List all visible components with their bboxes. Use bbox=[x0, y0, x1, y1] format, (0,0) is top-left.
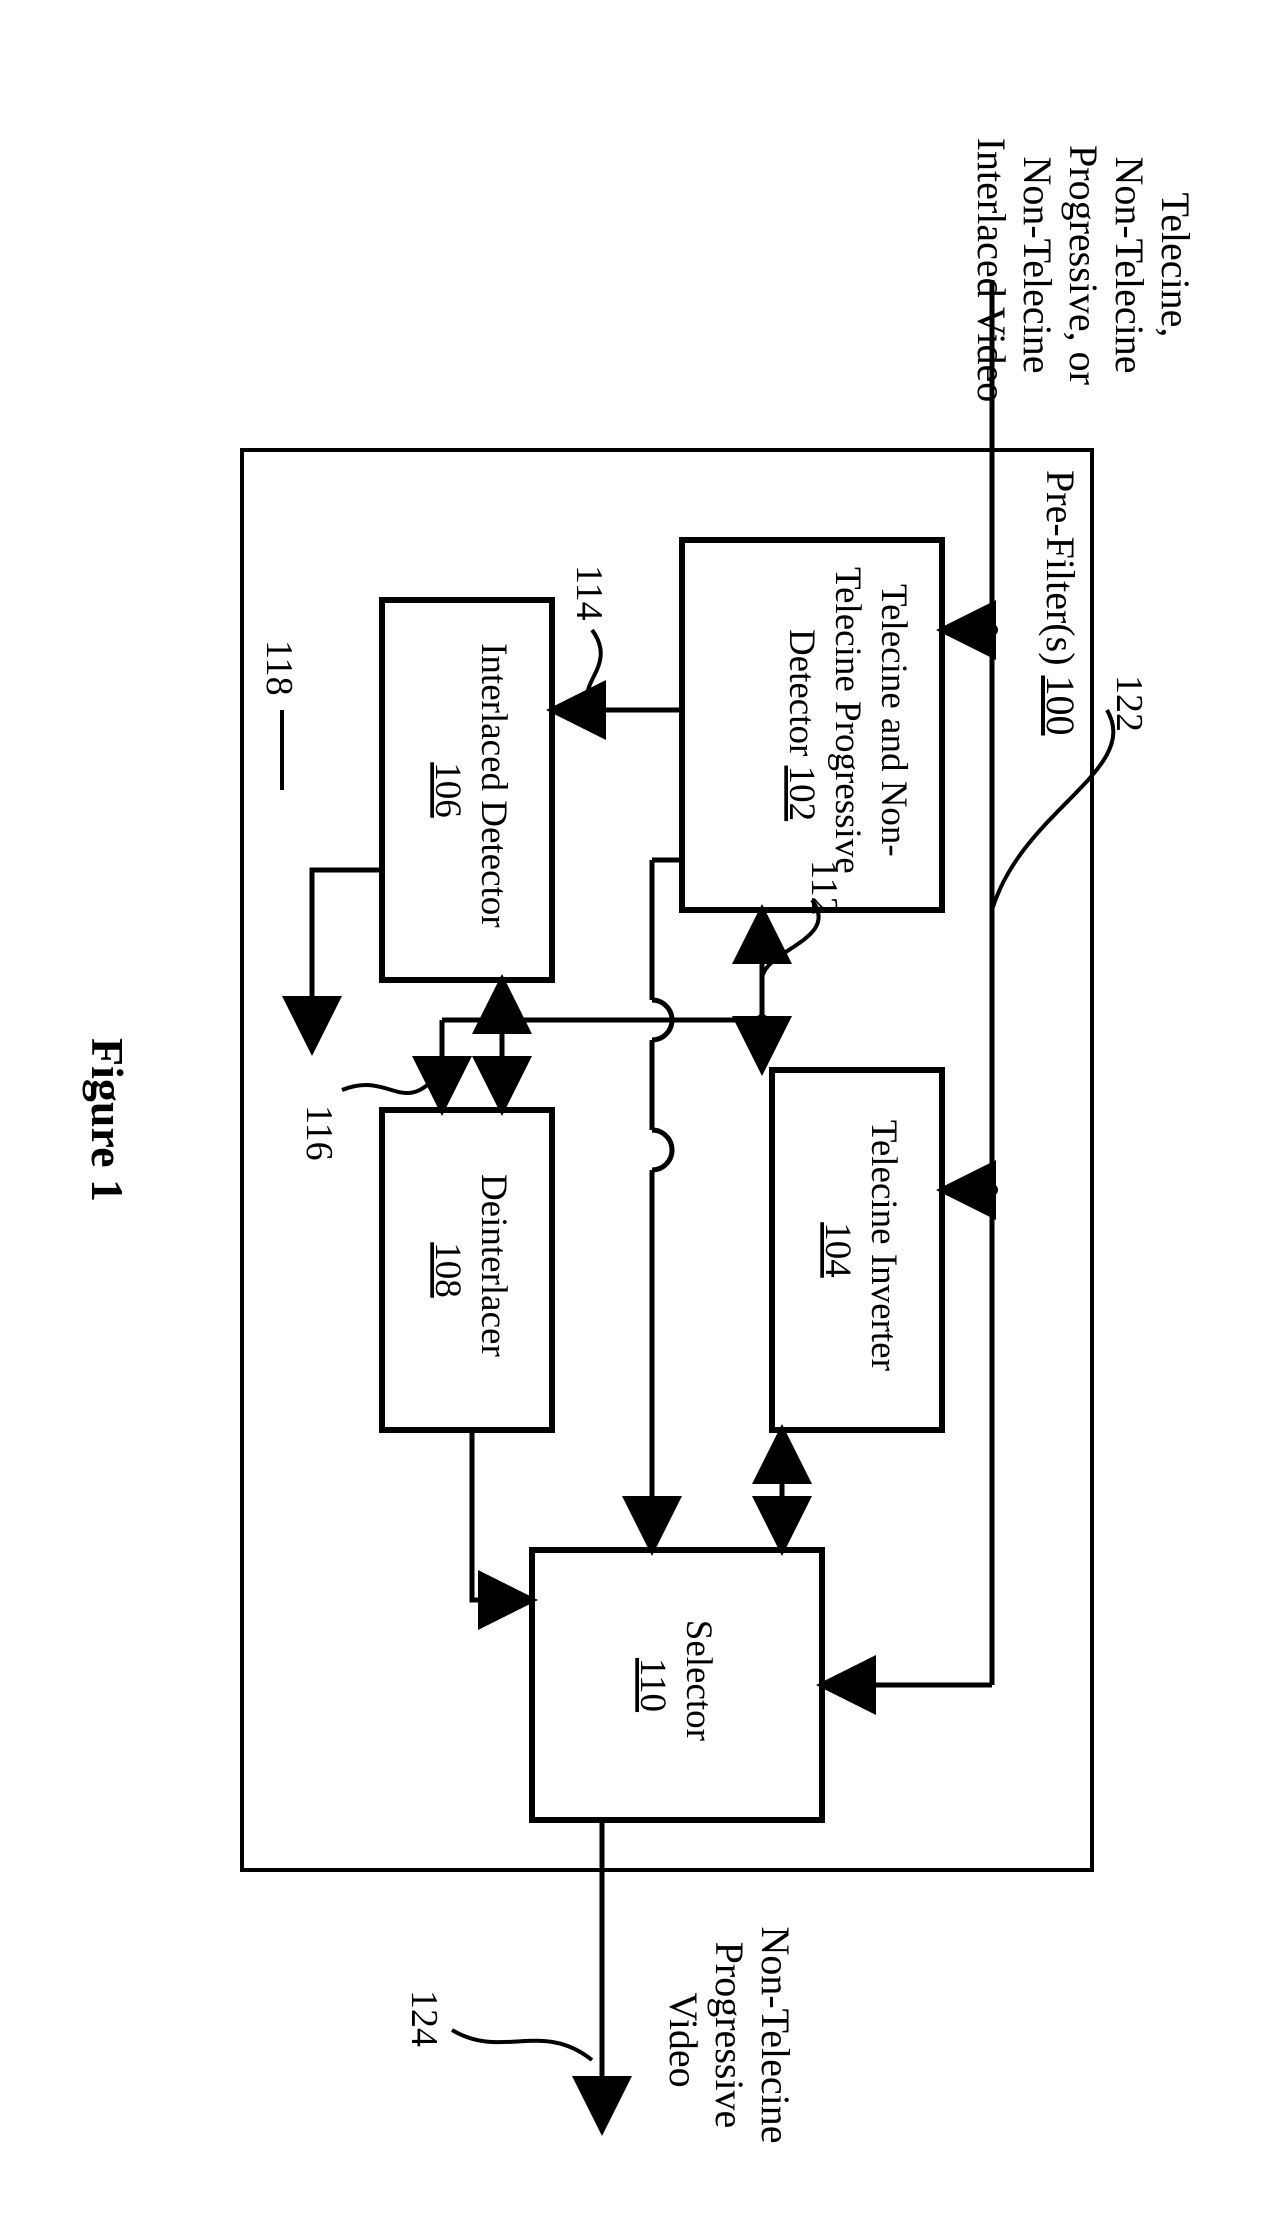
out-l1: Progressive bbox=[707, 1942, 752, 2129]
block-detector-prog: Telecine and Non- Telecine Progressive D… bbox=[682, 540, 942, 910]
container-label: Pre-Filter(s) 100 bbox=[1038, 470, 1083, 736]
blk-dp-l0: Telecine and Non- bbox=[873, 584, 914, 857]
leader-124 bbox=[452, 2030, 592, 2060]
in-l4: Interlaced Video bbox=[969, 138, 1014, 403]
block-telecine-inverter: Telecine Inverter 104 bbox=[772, 1070, 942, 1430]
in-l1: Non-Telecine bbox=[1107, 156, 1152, 373]
blk-de-l0: Deinterlacer bbox=[473, 1174, 514, 1357]
blk-ti-l0: Telecine Inverter bbox=[863, 1120, 904, 1371]
ref-112: 112 bbox=[803, 860, 845, 916]
ref-122: 122 bbox=[1108, 675, 1150, 732]
ref-114: 114 bbox=[568, 565, 610, 621]
container-label-prefix: Pre-Filter(s) bbox=[1038, 470, 1083, 676]
in-l3: Non-Telecine bbox=[1015, 156, 1060, 373]
blk-dp-ref: 102 bbox=[781, 766, 822, 822]
figure-caption: Figure 1 bbox=[82, 1038, 133, 1202]
in-l0: Telecine, bbox=[1153, 193, 1198, 338]
figure-caption-text: Figure 1 bbox=[82, 1038, 133, 1202]
ref-118: 118 bbox=[258, 640, 300, 696]
input-label: Telecine, Non-Telecine Progressive, or N… bbox=[969, 138, 1198, 403]
block-selector: Selector 110 bbox=[532, 1550, 822, 1820]
out-l2: Video bbox=[661, 1992, 706, 2087]
block-interlaced-detector: Interlaced Detector 106 bbox=[382, 600, 552, 980]
block-deinterlacer: Deinterlacer 108 bbox=[382, 1110, 552, 1430]
ref-124: 124 bbox=[403, 1990, 445, 2047]
container-label-ref: 100 bbox=[1038, 676, 1083, 736]
blk-se-l0: Selector bbox=[678, 1620, 719, 1741]
blk-ti-ref: 104 bbox=[817, 1222, 858, 1278]
out-l0: Non-Telecine bbox=[753, 1926, 798, 2143]
blk-dp-l1: Telecine Progressive bbox=[827, 567, 868, 874]
in-l2: Progressive, or bbox=[1061, 145, 1106, 385]
ref-116: 116 bbox=[298, 1105, 340, 1161]
blk-de-ref: 108 bbox=[427, 1242, 468, 1298]
block-diagram: Pre-Filter(s) 100 Telecine and Non- Tele… bbox=[42, 70, 1242, 2170]
blk-id-l0: Interlaced Detector bbox=[473, 643, 514, 928]
blk-id-ref: 106 bbox=[427, 762, 468, 818]
output-label: Non-Telecine Progressive Video bbox=[661, 1926, 798, 2153]
blk-dp-l2: Detector bbox=[781, 629, 822, 766]
blk-se-ref: 110 bbox=[632, 1658, 673, 1712]
